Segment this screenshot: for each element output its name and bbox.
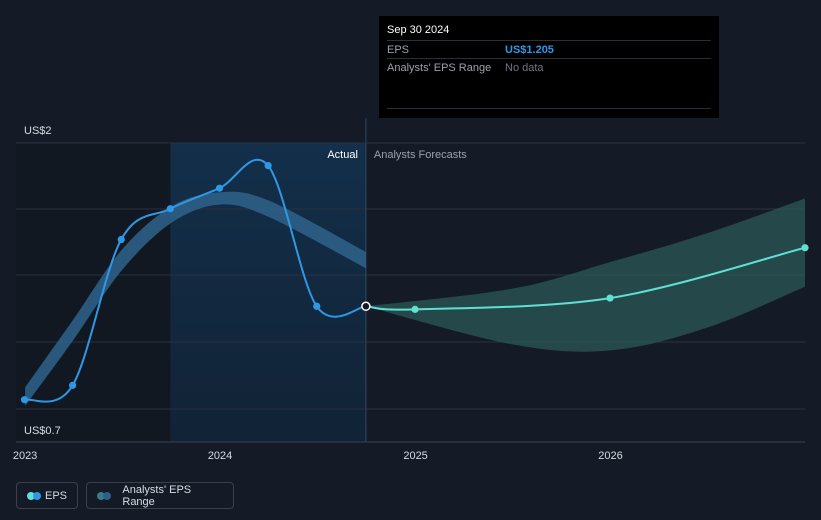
legend-eps-label: EPS <box>44 489 67 502</box>
tooltip-range-row: Analysts' EPS Range No data <box>387 58 711 76</box>
y-tick-label-top: US$2 <box>24 125 52 137</box>
hover-tooltip: Sep 30 2024 EPS US$1.205 Analysts' EPS R… <box>379 16 719 118</box>
eps-point-0 <box>20 396 29 404</box>
x-tick-label-2024: 2024 <box>208 450 232 462</box>
tooltip-range-value: No data <box>505 61 544 74</box>
forecast-range-band <box>365 198 805 352</box>
tooltip-eps-label: EPS <box>387 43 410 56</box>
axis-labels: US$2 US$0.7 Actual Analysts Forecasts 2023 20… <box>13 125 623 462</box>
x-tick-label-2025: 2025 <box>403 450 427 462</box>
range-bands <box>25 191 805 406</box>
eps-point-1 <box>69 381 77 389</box>
eps-actual-line <box>24 158 367 403</box>
highlight-region <box>16 143 366 442</box>
forecast-point-0 <box>411 305 419 313</box>
y-tick-label-bottom: US$0.7 <box>24 425 61 437</box>
forecast-label: Analysts Forecasts <box>374 149 467 161</box>
eps-point-6 <box>313 302 321 310</box>
tooltip-divider <box>387 108 711 109</box>
eps-point-4 <box>215 184 224 192</box>
eps-point-7 <box>361 301 371 312</box>
eps-point-5 <box>264 161 272 170</box>
tooltip-range-label: Analysts' EPS Range <box>387 61 492 74</box>
eps-point-3 <box>166 205 174 213</box>
x-tick-label-2023: 2023 <box>13 450 37 462</box>
highlight-rect <box>170 143 366 442</box>
tooltip-eps-value: US$1.205 <box>505 43 554 56</box>
actual-label: Actual <box>327 149 358 161</box>
eps-forecast-line <box>365 246 806 311</box>
tooltip-eps-row: EPS US$1.205 <box>387 40 711 58</box>
x-tick-label-2026: 2026 <box>598 450 622 462</box>
legend-range-button[interactable]: Analysts' EPS Range <box>86 482 234 509</box>
legend-range-label: Analysts' EPS Range <box>122 483 192 508</box>
range-legend-icon <box>97 491 114 500</box>
eps-point-2 <box>117 235 125 244</box>
eps-legend-icon <box>27 491 41 500</box>
legend-eps-button[interactable]: EPS <box>16 482 78 509</box>
data-points <box>20 161 809 404</box>
forecast-point-2 <box>801 244 809 252</box>
analyst-range-band <box>25 191 366 406</box>
forecast-point-1 <box>606 294 614 302</box>
tooltip-date: Sep 30 2024 <box>387 24 450 36</box>
series-lines <box>24 158 806 403</box>
